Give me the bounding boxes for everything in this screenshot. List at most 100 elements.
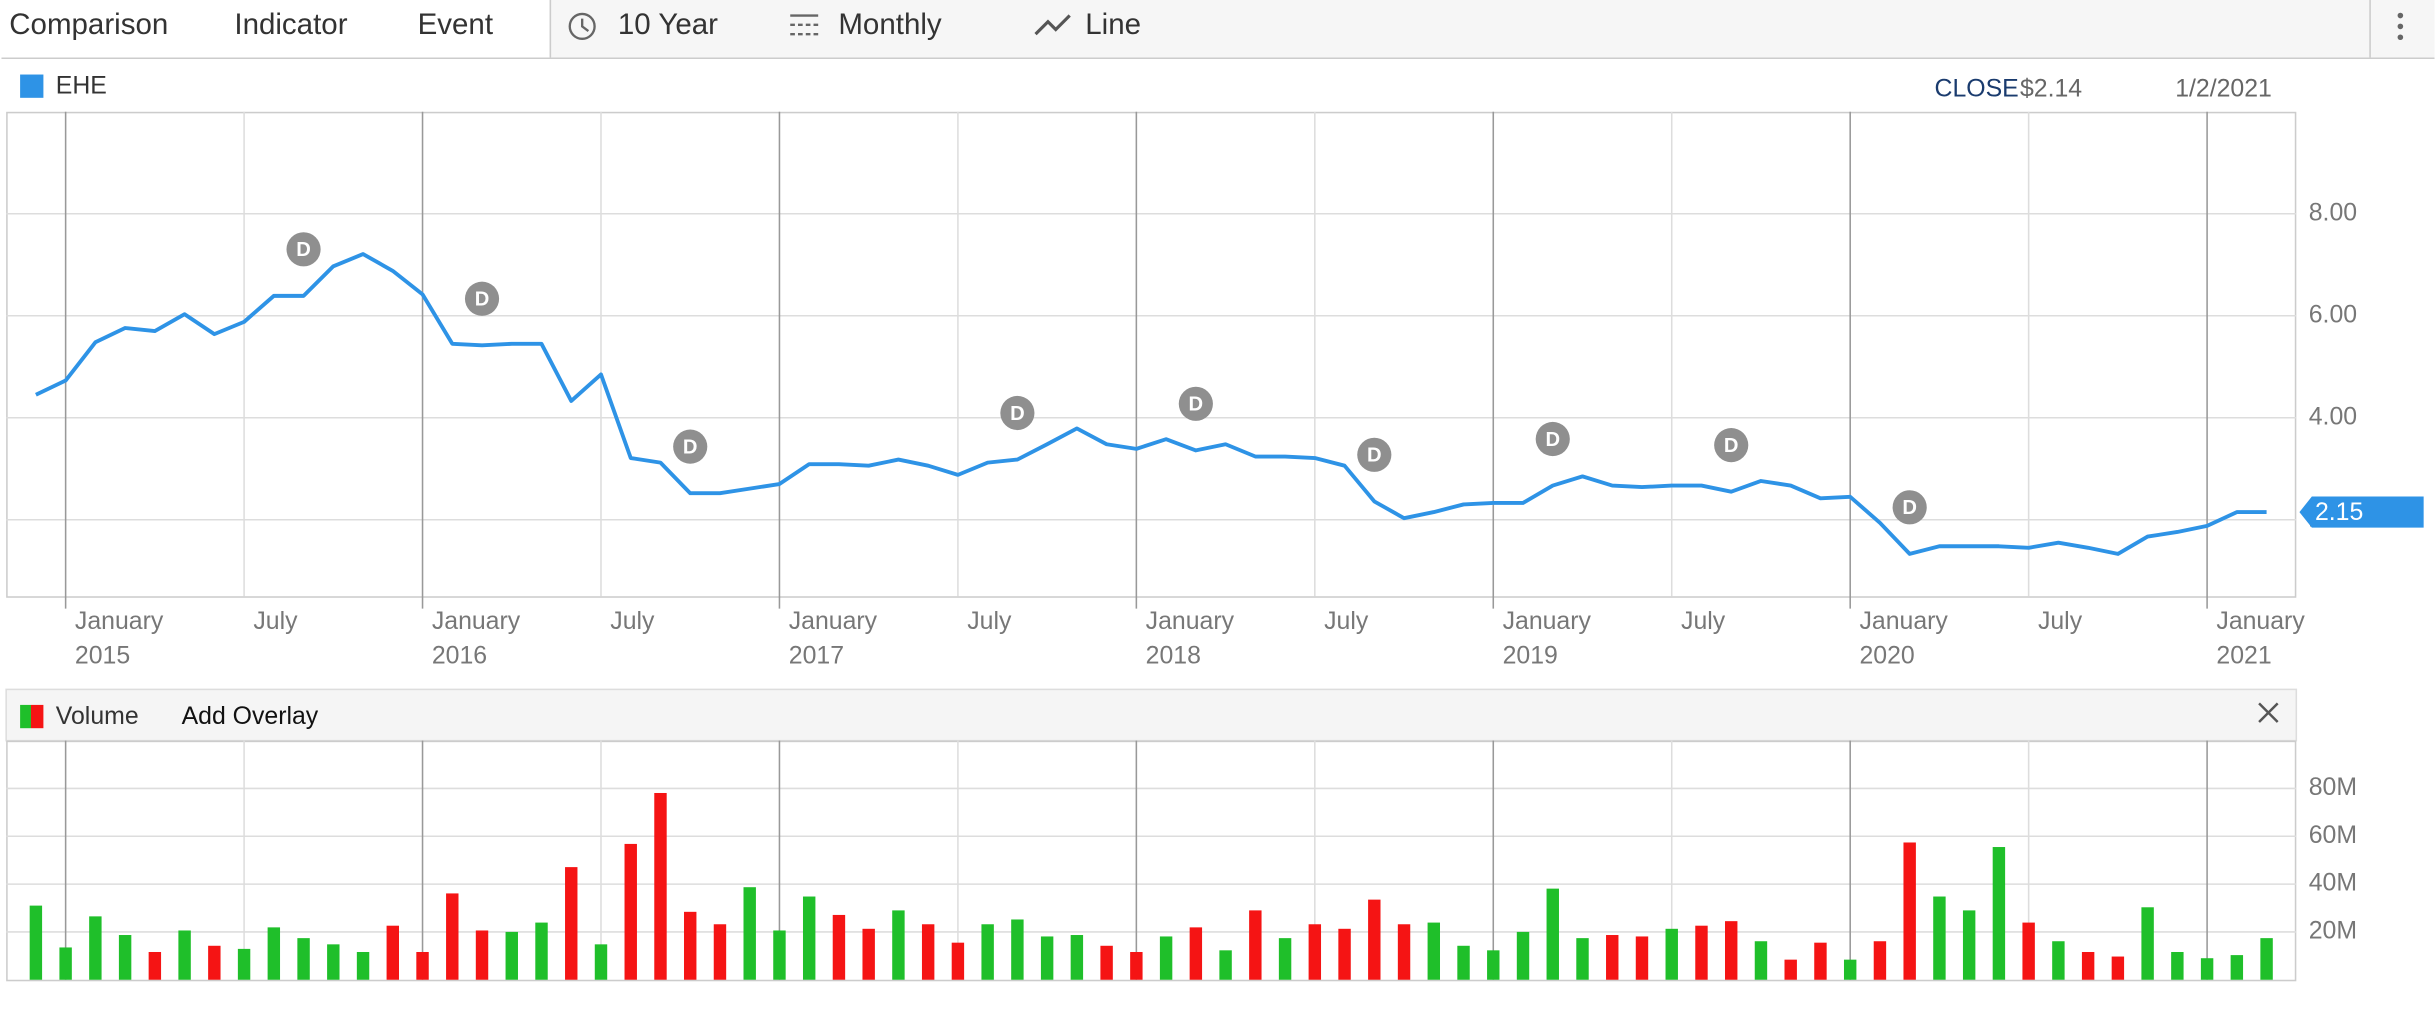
- volume-bar: [1992, 847, 2006, 980]
- volume-bar: [2052, 941, 2065, 980]
- dividend-label: D: [1010, 403, 1025, 425]
- volume-bar: [624, 843, 637, 980]
- x-tick-label: July: [1681, 608, 1726, 635]
- volume-bar: [1962, 910, 1976, 980]
- volume-bar: [475, 930, 489, 980]
- volume-bar: [654, 792, 667, 980]
- price-line: [35, 252, 2267, 556]
- x-tick-label: July: [967, 608, 1012, 635]
- legend-swatch: [20, 74, 44, 98]
- volume-bar: [1219, 950, 1232, 980]
- volume-bar: [1754, 941, 1768, 980]
- volume-bar: [1159, 936, 1173, 980]
- volume-bar: [178, 930, 191, 980]
- x-tick-year: 2017: [789, 642, 844, 669]
- date: 1/2/2021: [2175, 76, 2272, 103]
- clock-icon: [568, 12, 596, 40]
- volume-bar: [208, 945, 221, 980]
- x-tick-year: 2015: [75, 642, 130, 669]
- volume-bar: [2022, 922, 2035, 980]
- volume-bar: [1338, 928, 1351, 980]
- volume-bar: [1427, 922, 1441, 980]
- volume-bar: [1070, 935, 1084, 980]
- last-value-label: 2.15: [2315, 499, 2363, 526]
- volume-bar: [1516, 931, 1530, 980]
- volume-bar: [565, 867, 578, 980]
- volume-bar: [1843, 959, 1857, 980]
- volume-bar: [1933, 896, 1946, 980]
- volume-bar: [1784, 959, 1797, 980]
- volume-bar: [2230, 955, 2244, 980]
- dividend-marker: [673, 429, 708, 464]
- period-button[interactable]: 10 Year: [618, 8, 718, 41]
- interval-button[interactable]: Monthly: [838, 8, 942, 41]
- x-tick-label: January: [1146, 608, 1235, 635]
- style-button[interactable]: Line: [1085, 8, 1141, 41]
- toolbar-right: [549, 0, 2435, 58]
- volume-bar: [2111, 956, 2125, 980]
- dividend-label: D: [1367, 445, 1382, 467]
- x-tick-year: 2018: [1146, 642, 1201, 669]
- x-tick-label: January: [1860, 608, 1949, 635]
- x-tick-label: July: [1324, 608, 1369, 635]
- last-value-tag: [2299, 496, 2424, 528]
- volume-bar: [1457, 945, 1470, 980]
- volume-bar: [1576, 938, 1589, 980]
- volume-bar: [237, 948, 251, 980]
- volume-bar: [1011, 919, 1024, 980]
- volume-bar: [2200, 958, 2214, 980]
- volume-bar: [29, 905, 43, 980]
- y-tick-label: 40M: [2309, 870, 2357, 897]
- volume-bar: [684, 911, 697, 980]
- dividend-label: D: [475, 289, 490, 311]
- tab[interactable]: Comparison: [9, 8, 168, 41]
- volume-bar: [386, 925, 400, 980]
- dividend-label: D: [296, 239, 311, 261]
- volume-bar: [297, 938, 310, 980]
- dividend-label: D: [1189, 394, 1204, 416]
- dividend-marker: [1000, 395, 1035, 431]
- volume-header: [5, 688, 2298, 742]
- volume-bar: [862, 928, 875, 980]
- volume-bar: [2171, 951, 2184, 980]
- add-overlay-button[interactable]: Add Overlay: [182, 703, 319, 730]
- close-value: $2.14: [2020, 76, 2082, 103]
- x-tick-label: July: [2038, 608, 2083, 635]
- volume-bar: [1665, 928, 1678, 980]
- dividend-marker: [1357, 437, 1392, 472]
- volume-bar: [89, 916, 102, 980]
- dividend-marker: [1535, 421, 1570, 457]
- tab[interactable]: Indicator: [234, 8, 347, 41]
- volume-bar: [594, 944, 608, 980]
- x-tick-label: January: [432, 608, 521, 635]
- dividend-label: D: [1545, 429, 1560, 451]
- volume-bar: [446, 893, 459, 980]
- line-icon: [1034, 14, 1071, 36]
- volume-bar: [1606, 935, 1619, 980]
- volume-bar: [59, 947, 72, 980]
- volume-bar: [1130, 951, 1143, 980]
- x-tick-year: 2016: [432, 642, 487, 669]
- tab[interactable]: Event: [418, 8, 493, 41]
- x-tick-label: January: [1503, 608, 1592, 635]
- volume-bar: [1873, 941, 1887, 980]
- y-tick-label: 20M: [2309, 917, 2357, 944]
- dividend-label: D: [683, 437, 698, 459]
- close-icon[interactable]: [2258, 702, 2279, 723]
- dividend-marker: [1178, 386, 1213, 421]
- legend-label: EHE: [56, 73, 107, 100]
- x-tick-label: January: [2216, 608, 2305, 635]
- volume-bar: [2260, 938, 2273, 980]
- volume-bar: [1725, 921, 1738, 980]
- close-label: CLOSE: [1935, 76, 2019, 103]
- menu-icon[interactable]: [2397, 12, 2404, 41]
- volume-bar: [743, 887, 756, 980]
- volume-bar: [148, 951, 162, 980]
- y-tick-label: 80M: [2309, 774, 2357, 801]
- dividend-marker: [464, 281, 500, 316]
- volume-bar: [981, 924, 994, 980]
- volume-bar: [2081, 951, 2095, 980]
- volume-bar: [1308, 924, 1322, 980]
- volume-bar: [505, 931, 518, 980]
